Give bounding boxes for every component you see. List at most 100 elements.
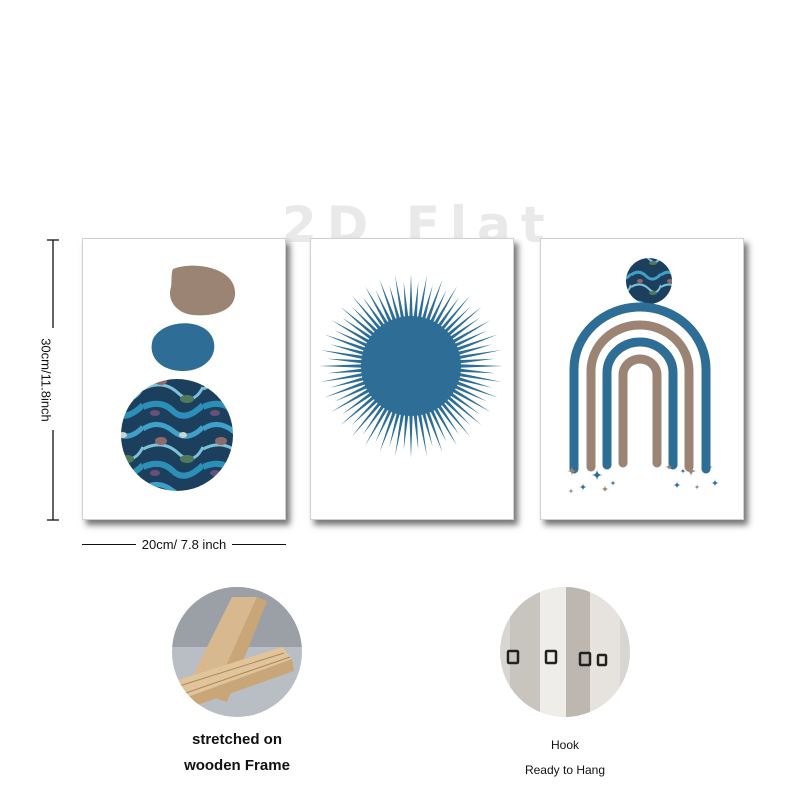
sun-ray: [375, 289, 393, 324]
sun-ray: [449, 392, 480, 415]
sparkle-star: [568, 488, 574, 494]
width-dimension-line-left: [82, 543, 136, 545]
sun-ray: [417, 275, 427, 319]
sun-ray: [389, 284, 401, 321]
stars: [567, 463, 719, 494]
sun-ray: [421, 411, 433, 448]
sun-ray: [437, 404, 460, 435]
sun-ray: [455, 334, 498, 352]
sparkle-star: [579, 483, 587, 491]
sun-ray: [379, 410, 397, 453]
sparkle-star: [680, 468, 686, 474]
sun-ray: [458, 358, 495, 364]
sun-ray: [429, 289, 447, 324]
taupe-stone: [169, 265, 236, 316]
sparkle-star: [610, 480, 616, 486]
sun-ray: [365, 406, 389, 446]
sun-ray: [365, 286, 389, 326]
sun-ray: [446, 395, 482, 426]
marble-circle: [121, 379, 233, 491]
sparkle-star: [601, 485, 609, 493]
sparkle-star: [591, 469, 603, 481]
sun-ray: [440, 401, 471, 437]
sun-ray: [409, 274, 413, 318]
sun-ray: [459, 364, 503, 368]
frame-caption-line2: wooden Frame: [184, 757, 290, 774]
sun-ray: [340, 306, 376, 337]
sun-ray: [446, 306, 482, 337]
sun-ray: [443, 398, 471, 426]
sun-ray: [342, 392, 373, 415]
sun-ray: [413, 282, 419, 319]
width-dimension: 20cm/ 7.8 inch: [82, 536, 287, 552]
sun-ray: [433, 406, 457, 446]
hook-photo: [500, 587, 630, 717]
height-label: 30cm/11.8inch: [38, 338, 54, 422]
sun-ray: [403, 282, 409, 319]
sun-ray: [456, 344, 493, 356]
sun-ray: [425, 279, 443, 322]
sun-ray: [429, 408, 447, 443]
sun-ray: [327, 368, 364, 374]
sun-ray: [403, 413, 409, 450]
sun-ray: [395, 275, 405, 319]
wooden-frame-photo: [172, 587, 302, 717]
sun-ray: [455, 380, 498, 398]
sun-ray: [379, 279, 397, 322]
canvas-panel-stones: [82, 238, 286, 520]
sun-ray: [329, 344, 366, 356]
sun-ray: [324, 380, 367, 398]
sun-ray: [451, 320, 491, 344]
blue-stone: [151, 323, 215, 371]
sun-ray: [449, 317, 480, 340]
width-dimension-line-right: [232, 543, 287, 545]
sun-ray: [351, 401, 382, 437]
sun-ray: [320, 372, 364, 382]
sun-ray: [334, 384, 369, 402]
canvas-panel-sun: [310, 238, 514, 520]
sun-ray: [458, 368, 495, 374]
sun-ray: [320, 350, 364, 360]
sun-ray: [433, 286, 457, 326]
sparkle-star: [665, 463, 673, 471]
sun-ray: [440, 295, 471, 331]
width-label: 20cm/ 7.8 inch: [141, 536, 227, 552]
sun-ray: [331, 320, 371, 344]
frame-caption-line1: stretched on: [191, 731, 282, 748]
sun-ray: [327, 358, 364, 364]
sun-circle: [361, 316, 461, 416]
sun-ray: [351, 306, 379, 334]
sun-ray: [395, 413, 405, 457]
sparkle-star: [673, 481, 681, 489]
sun-ray: [413, 413, 419, 450]
sun-ray: [453, 384, 488, 402]
sun-ray: [425, 410, 443, 453]
sun-ray: [331, 388, 371, 412]
sparkle-star: [705, 463, 713, 471]
canvas-panel-rainbow: [540, 238, 744, 520]
sun-ray: [334, 330, 369, 348]
sparkle-star: [711, 479, 719, 487]
sun-rays: [319, 274, 503, 458]
sun-ray: [437, 297, 460, 328]
sun-ray: [443, 306, 471, 334]
sun-ray: [409, 414, 413, 458]
sun-ray: [453, 330, 488, 348]
sun-ray: [389, 411, 401, 448]
sun-ray: [451, 388, 491, 412]
sun-ray: [342, 317, 373, 340]
sun-ray: [417, 413, 427, 457]
sun-ray: [324, 334, 367, 352]
sparkle-star: [694, 484, 700, 490]
sun-ray: [329, 376, 366, 388]
sun-ray: [456, 376, 493, 388]
sparkle-star: [567, 466, 577, 476]
sun-ray: [458, 350, 502, 360]
sun-ray: [319, 364, 363, 368]
hook-caption-line1: Hook: [550, 738, 579, 752]
sun-ray: [458, 372, 502, 382]
small-marble-circle: [626, 258, 672, 304]
hook-caption-line2: Ready to Hang: [524, 763, 606, 777]
sun-ray: [362, 404, 385, 435]
sun-ray: [340, 395, 376, 426]
